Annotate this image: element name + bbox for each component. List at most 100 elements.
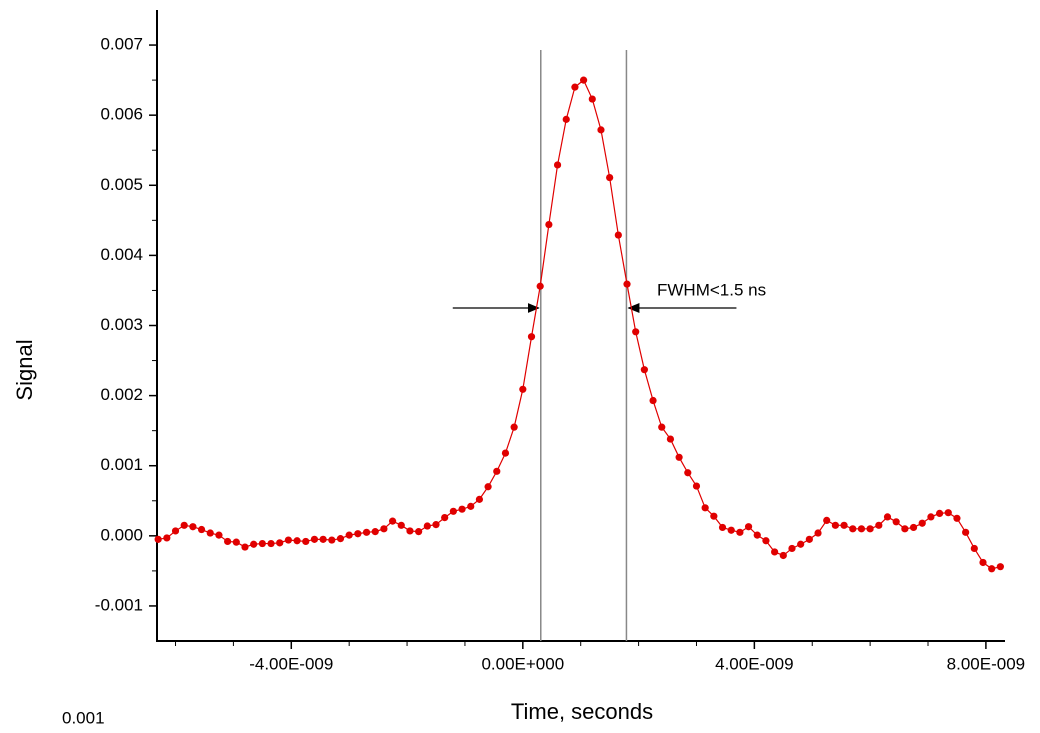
data-point	[797, 540, 805, 548]
y-axis-title: Signal	[12, 339, 37, 400]
data-point	[597, 126, 605, 134]
y-tick-label: 0.003	[100, 315, 143, 334]
data-point	[215, 531, 223, 539]
data-point	[493, 467, 501, 475]
data-point	[753, 531, 761, 539]
y-tick-label: -0.001	[95, 595, 143, 614]
data-point	[675, 453, 683, 461]
data-point	[336, 535, 345, 543]
data-point	[449, 507, 457, 515]
data-point	[536, 282, 544, 290]
data-point	[354, 530, 362, 538]
data-point	[901, 525, 909, 533]
data-point	[510, 423, 518, 431]
data-point	[362, 528, 371, 536]
data-point	[189, 523, 197, 531]
data-point	[649, 396, 657, 405]
data-point	[562, 115, 570, 123]
data-point	[250, 540, 258, 548]
data-point	[224, 537, 232, 546]
data-point	[883, 513, 892, 521]
data-point	[849, 525, 857, 533]
data-point	[744, 523, 753, 531]
data-point	[293, 537, 301, 545]
data-point	[197, 525, 206, 534]
data-point	[701, 504, 709, 512]
y-tick-label: 0.007	[100, 35, 143, 54]
data-point	[918, 519, 926, 527]
x-tick-label: 0.00E+000	[481, 654, 564, 673]
y-tick-label: 0.001	[100, 455, 143, 474]
data-point	[805, 535, 813, 543]
data-point	[814, 529, 822, 537]
data-point	[467, 502, 475, 510]
data-point	[979, 558, 987, 567]
x-axis-title: Time, seconds	[511, 699, 653, 724]
data-point	[606, 173, 614, 182]
data-point	[171, 527, 180, 535]
data-point	[762, 537, 770, 545]
data-point	[623, 280, 631, 288]
data-point	[771, 548, 779, 556]
x-tick-label: 4.00E-009	[715, 654, 793, 673]
data-point	[953, 514, 961, 522]
y-tick-label: 0.000	[100, 525, 143, 544]
data-point	[284, 536, 292, 544]
data-point	[206, 529, 214, 537]
data-point	[640, 366, 648, 374]
data-point	[328, 536, 336, 544]
data-point	[840, 521, 848, 529]
data-point	[553, 161, 562, 169]
data-point	[388, 517, 397, 525]
data-point	[788, 544, 796, 553]
data-point	[970, 544, 978, 553]
data-point	[996, 563, 1004, 571]
data-point	[484, 483, 492, 491]
data-point	[232, 538, 240, 546]
data-point	[580, 76, 588, 84]
data-point	[441, 514, 449, 522]
data-point	[276, 539, 284, 547]
data-point	[501, 449, 510, 457]
data-point	[302, 537, 310, 546]
data-point	[875, 521, 883, 529]
data-point	[684, 469, 692, 477]
data-point	[415, 528, 423, 536]
data-point	[614, 231, 622, 239]
x-tick-label: 8.00E-009	[947, 654, 1025, 673]
data-point	[380, 525, 388, 533]
data-point	[962, 528, 970, 536]
annotation: FWHM<1.5 ns	[657, 280, 766, 299]
data-point	[909, 523, 918, 532]
data-point	[397, 521, 405, 529]
data-point	[267, 539, 275, 548]
x-tick-label: -4.00E-009	[249, 654, 333, 673]
footnote: 0.001	[62, 708, 105, 727]
data-point	[727, 526, 735, 534]
series-line	[158, 79, 1001, 570]
data-point	[519, 385, 527, 393]
data-point	[632, 328, 640, 336]
data-point	[588, 95, 596, 103]
data-point	[545, 220, 553, 229]
data-point	[710, 512, 718, 520]
y-tick-label: 0.005	[100, 175, 143, 194]
data-point	[892, 518, 900, 526]
data-point	[527, 333, 536, 341]
data-point	[258, 539, 266, 548]
data-point	[180, 521, 188, 529]
data-point	[432, 521, 440, 529]
y-tick-label: 0.002	[100, 385, 143, 404]
data-point	[458, 505, 466, 513]
data-point	[423, 522, 431, 530]
data-point	[779, 551, 787, 560]
data-point	[406, 527, 414, 535]
data-point	[831, 521, 840, 529]
y-tick-label: 0.004	[100, 245, 143, 264]
data-point	[823, 516, 831, 525]
data-point	[319, 535, 327, 543]
data-point	[866, 525, 874, 533]
data-point	[310, 535, 319, 543]
data-point	[658, 423, 666, 431]
